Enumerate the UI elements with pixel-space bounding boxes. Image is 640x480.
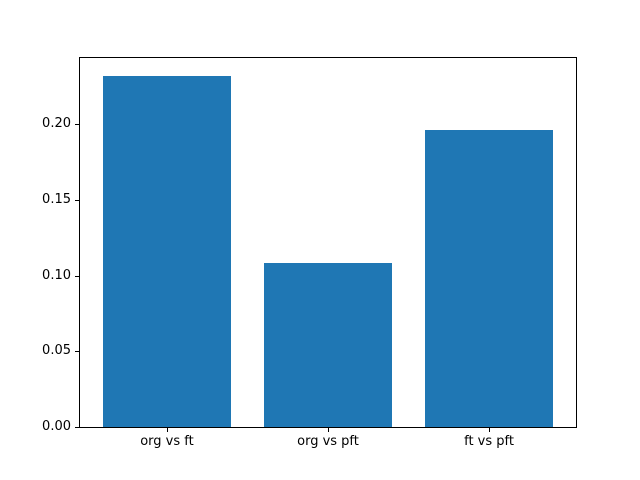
y-tick-mark [75,427,79,428]
y-tick-mark [75,199,79,201]
bar-org-vs-ft [102,75,232,427]
y-tick-mark [75,351,79,353]
y-tick-mark [75,124,79,126]
y-tick-mark [75,275,79,277]
x-tick-label: ft vs pft [464,434,514,449]
x-tick-mark [489,428,491,432]
y-tick-label: 0.20 [42,116,71,132]
y-tick-label: 0.10 [42,267,71,283]
plot-area [79,57,577,428]
x-tick-mark [328,428,329,432]
bar-ft-vs-pft [424,130,554,427]
x-tick-label: org vs ft [140,434,194,449]
x-tick-label: org vs pft [297,434,359,449]
y-tick-label: 0.15 [42,191,71,207]
x-tick-mark [166,428,168,432]
y-tick-label: 0.05 [42,343,71,359]
bar-org-vs-pft [263,263,393,427]
y-tick-label: 0.00 [42,419,71,434]
